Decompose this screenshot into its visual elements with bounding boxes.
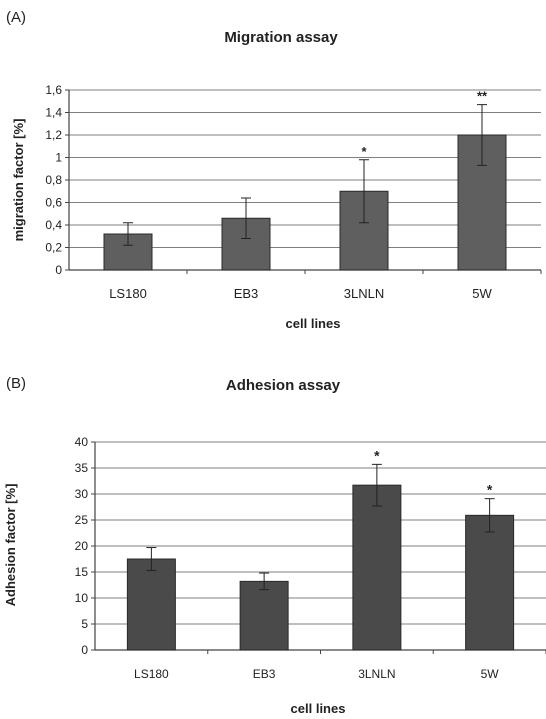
- panel-a-ytick-label: 1,2: [45, 128, 62, 142]
- panel-b-ytick-label: 15: [75, 565, 89, 579]
- panel-a-title: Migration assay: [224, 29, 338, 46]
- panel-b-bar: [127, 559, 175, 650]
- panel-a-category-label: 3LNLN: [344, 286, 384, 301]
- panel-b-xlabel: cell lines: [291, 701, 346, 716]
- panel-b-ytick-label: 40: [75, 435, 89, 449]
- panel-a-label: (A): [6, 9, 26, 26]
- panel-b-bar: [240, 581, 288, 650]
- panel-b-bar: [466, 515, 514, 650]
- panel-a-category-label: LS180: [109, 286, 147, 301]
- panel-a-category-label: 5W: [472, 286, 492, 301]
- panel-a-ytick-label: 1,6: [45, 83, 62, 97]
- panel-b-category-label: 3LNLN: [358, 667, 395, 681]
- panel-b-significance-marker: *: [374, 447, 380, 463]
- panel-a-ytick-label: 0: [55, 263, 62, 277]
- panel-b-category-label: 5W: [481, 667, 500, 681]
- panel-b-title: Adhesion assay: [226, 377, 341, 394]
- panel-b-category-label: LS180: [134, 667, 169, 681]
- panel-b-ytick-label: 5: [81, 617, 88, 631]
- panel-b-ytick-label: 10: [75, 591, 89, 605]
- panel-b-ytick-label: 30: [75, 487, 89, 501]
- panel-b-significance-marker: *: [487, 482, 493, 498]
- panel-a-ytick-label: 0,6: [45, 196, 62, 210]
- panel-a-xlabel: cell lines: [286, 316, 341, 331]
- panel-b-ytick-label: 0: [81, 643, 88, 657]
- panel-b-ytick-label: 25: [75, 513, 89, 527]
- panel-b-category-label: EB3: [253, 667, 276, 681]
- panel-b-bar: [353, 485, 401, 650]
- panel-b-ylabel: Adhesion factor [%]: [3, 484, 18, 607]
- panel-b-ytick-label: 20: [75, 539, 89, 553]
- panel-a-ytick-label: 0,8: [45, 173, 62, 187]
- panel-a-significance-marker: **: [477, 89, 488, 104]
- panel-a-ylabel: migration factor [%]: [11, 119, 26, 242]
- panel-a-ytick-label: 1,4: [45, 106, 62, 120]
- panel-b-label: (B): [6, 375, 26, 392]
- panel-a-category-label: EB3: [234, 286, 259, 301]
- panel-a-ytick-label: 0,4: [45, 218, 62, 232]
- panel-b-plot: 0 5 10 15 20 25 30 35 40 LS180 EB3 3LNLN * 5W *: [75, 435, 546, 681]
- panel-b-ytick-label: 35: [75, 461, 89, 475]
- panel-a-plot: 0 0,2 0,4 0,6 0,8 1 1,2 1,4 1,6 LS180 EB3 3LNLN * 5W *…: [45, 83, 541, 301]
- panel-a-ytick-label: 1: [55, 151, 62, 165]
- panel-a-significance-marker: *: [361, 144, 367, 159]
- panel-a-ytick-label: 0,2: [45, 241, 62, 255]
